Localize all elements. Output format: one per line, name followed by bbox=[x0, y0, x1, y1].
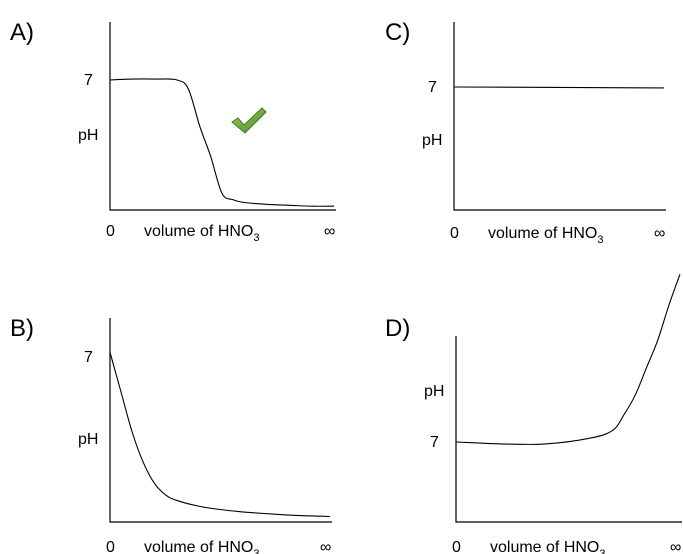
x-axis-label: volume of HNO3 bbox=[488, 225, 604, 246]
panel-c: C) 7 pH 0 volume of HNO3 ∞ bbox=[385, 19, 666, 246]
x-tick-label-infinity: ∞ bbox=[324, 223, 335, 240]
panel-label: D) bbox=[385, 315, 410, 342]
x-tick-label-infinity: ∞ bbox=[654, 225, 665, 242]
x-tick-label-infinity: ∞ bbox=[670, 539, 681, 554]
y-axis-label: pH bbox=[78, 431, 98, 448]
x-axis-label: volume of HNO3 bbox=[144, 223, 260, 244]
panel-b: B) 7 pH 0 volume of HNO3 ∞ bbox=[10, 315, 332, 554]
y-axis-label: pH bbox=[422, 132, 442, 149]
series-line bbox=[453, 86, 665, 89]
axes bbox=[455, 336, 682, 523]
x-axis-label: volume of HNO3 bbox=[144, 539, 260, 554]
x-tick-label-zero: 0 bbox=[450, 225, 459, 242]
series-line bbox=[455, 274, 681, 445]
panel-label: A) bbox=[10, 19, 34, 46]
axes bbox=[109, 318, 332, 523]
x-axis-label: volume of HNO3 bbox=[490, 539, 606, 554]
axes bbox=[453, 22, 666, 211]
y-tick-label: 7 bbox=[430, 434, 439, 451]
checkmark-icon bbox=[231, 107, 267, 134]
x-tick-label-zero: 0 bbox=[106, 539, 115, 554]
panel-label: B) bbox=[10, 315, 34, 342]
series-line bbox=[109, 78, 335, 207]
y-tick-label: 7 bbox=[84, 349, 93, 366]
axes bbox=[109, 22, 336, 211]
panel-d: D) 7 pH 0 volume of HNO3 ∞ bbox=[385, 274, 682, 554]
x-tick-label-zero: 0 bbox=[452, 539, 461, 554]
x-tick-label-zero: 0 bbox=[106, 223, 115, 240]
series-line bbox=[109, 352, 331, 518]
y-axis-label: pH bbox=[424, 383, 444, 400]
panel-a: A) 7 pH 0 volume of HNO3 ∞ bbox=[10, 19, 336, 244]
x-tick-label-infinity: ∞ bbox=[320, 539, 331, 554]
panel-label: C) bbox=[385, 19, 410, 46]
y-tick-label: 7 bbox=[84, 72, 93, 89]
y-tick-label: 7 bbox=[428, 79, 437, 96]
y-axis-label: pH bbox=[78, 127, 98, 144]
